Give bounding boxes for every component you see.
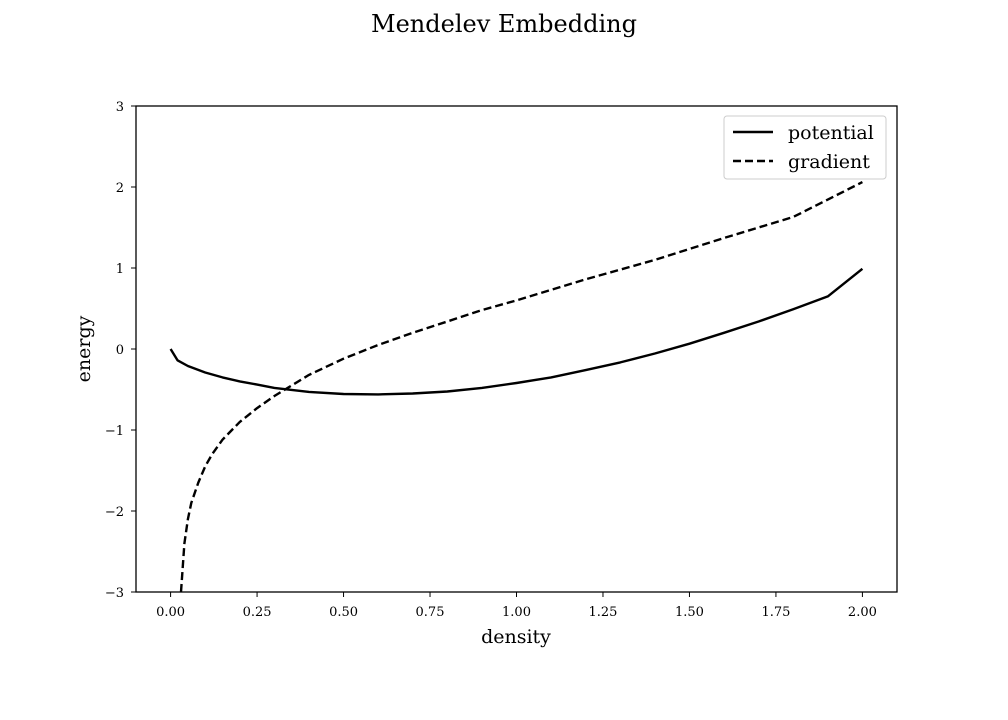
x-tick-label: 2.00 — [848, 605, 877, 620]
y-tick-label: 2 — [116, 181, 124, 196]
series-line-gradient — [179, 181, 863, 593]
x-axis-label: density — [481, 626, 551, 648]
y-tick-label: −1 — [105, 424, 124, 439]
legend: potential gradient — [723, 115, 887, 180]
x-tick-label: 1.50 — [675, 605, 704, 620]
legend-label-gradient: gradient — [788, 151, 870, 173]
x-tick-label: 0.75 — [416, 605, 445, 620]
axis-ticks: 0.00 0.25 0.50 0.75 1.00 1.25 1.50 1.75 2.00 −3 −2… — [105, 100, 877, 620]
plot-area — [136, 106, 897, 592]
x-tick-label: 0.25 — [243, 605, 272, 620]
series-lines — [169, 181, 864, 593]
y-axis-label: energy — [73, 315, 95, 382]
x-tick-label: 0.50 — [329, 605, 358, 620]
y-tick-label: 3 — [116, 100, 124, 115]
legend-label-potential: potential — [788, 122, 874, 144]
y-tick-label: 0 — [116, 343, 124, 358]
x-tick-label: 1.25 — [589, 605, 618, 620]
y-tick-label: 1 — [116, 262, 124, 277]
chart-title: Mendelev Embedding — [371, 10, 637, 38]
y-tick-label: −3 — [105, 586, 124, 601]
plot-frame — [135, 105, 898, 593]
x-tick-label: 0.00 — [156, 605, 185, 620]
x-tick-label: 1.75 — [761, 605, 790, 620]
series-line-potential — [169, 267, 864, 396]
y-tick-label: −2 — [105, 505, 124, 520]
x-tick-label: 1.00 — [502, 605, 531, 620]
